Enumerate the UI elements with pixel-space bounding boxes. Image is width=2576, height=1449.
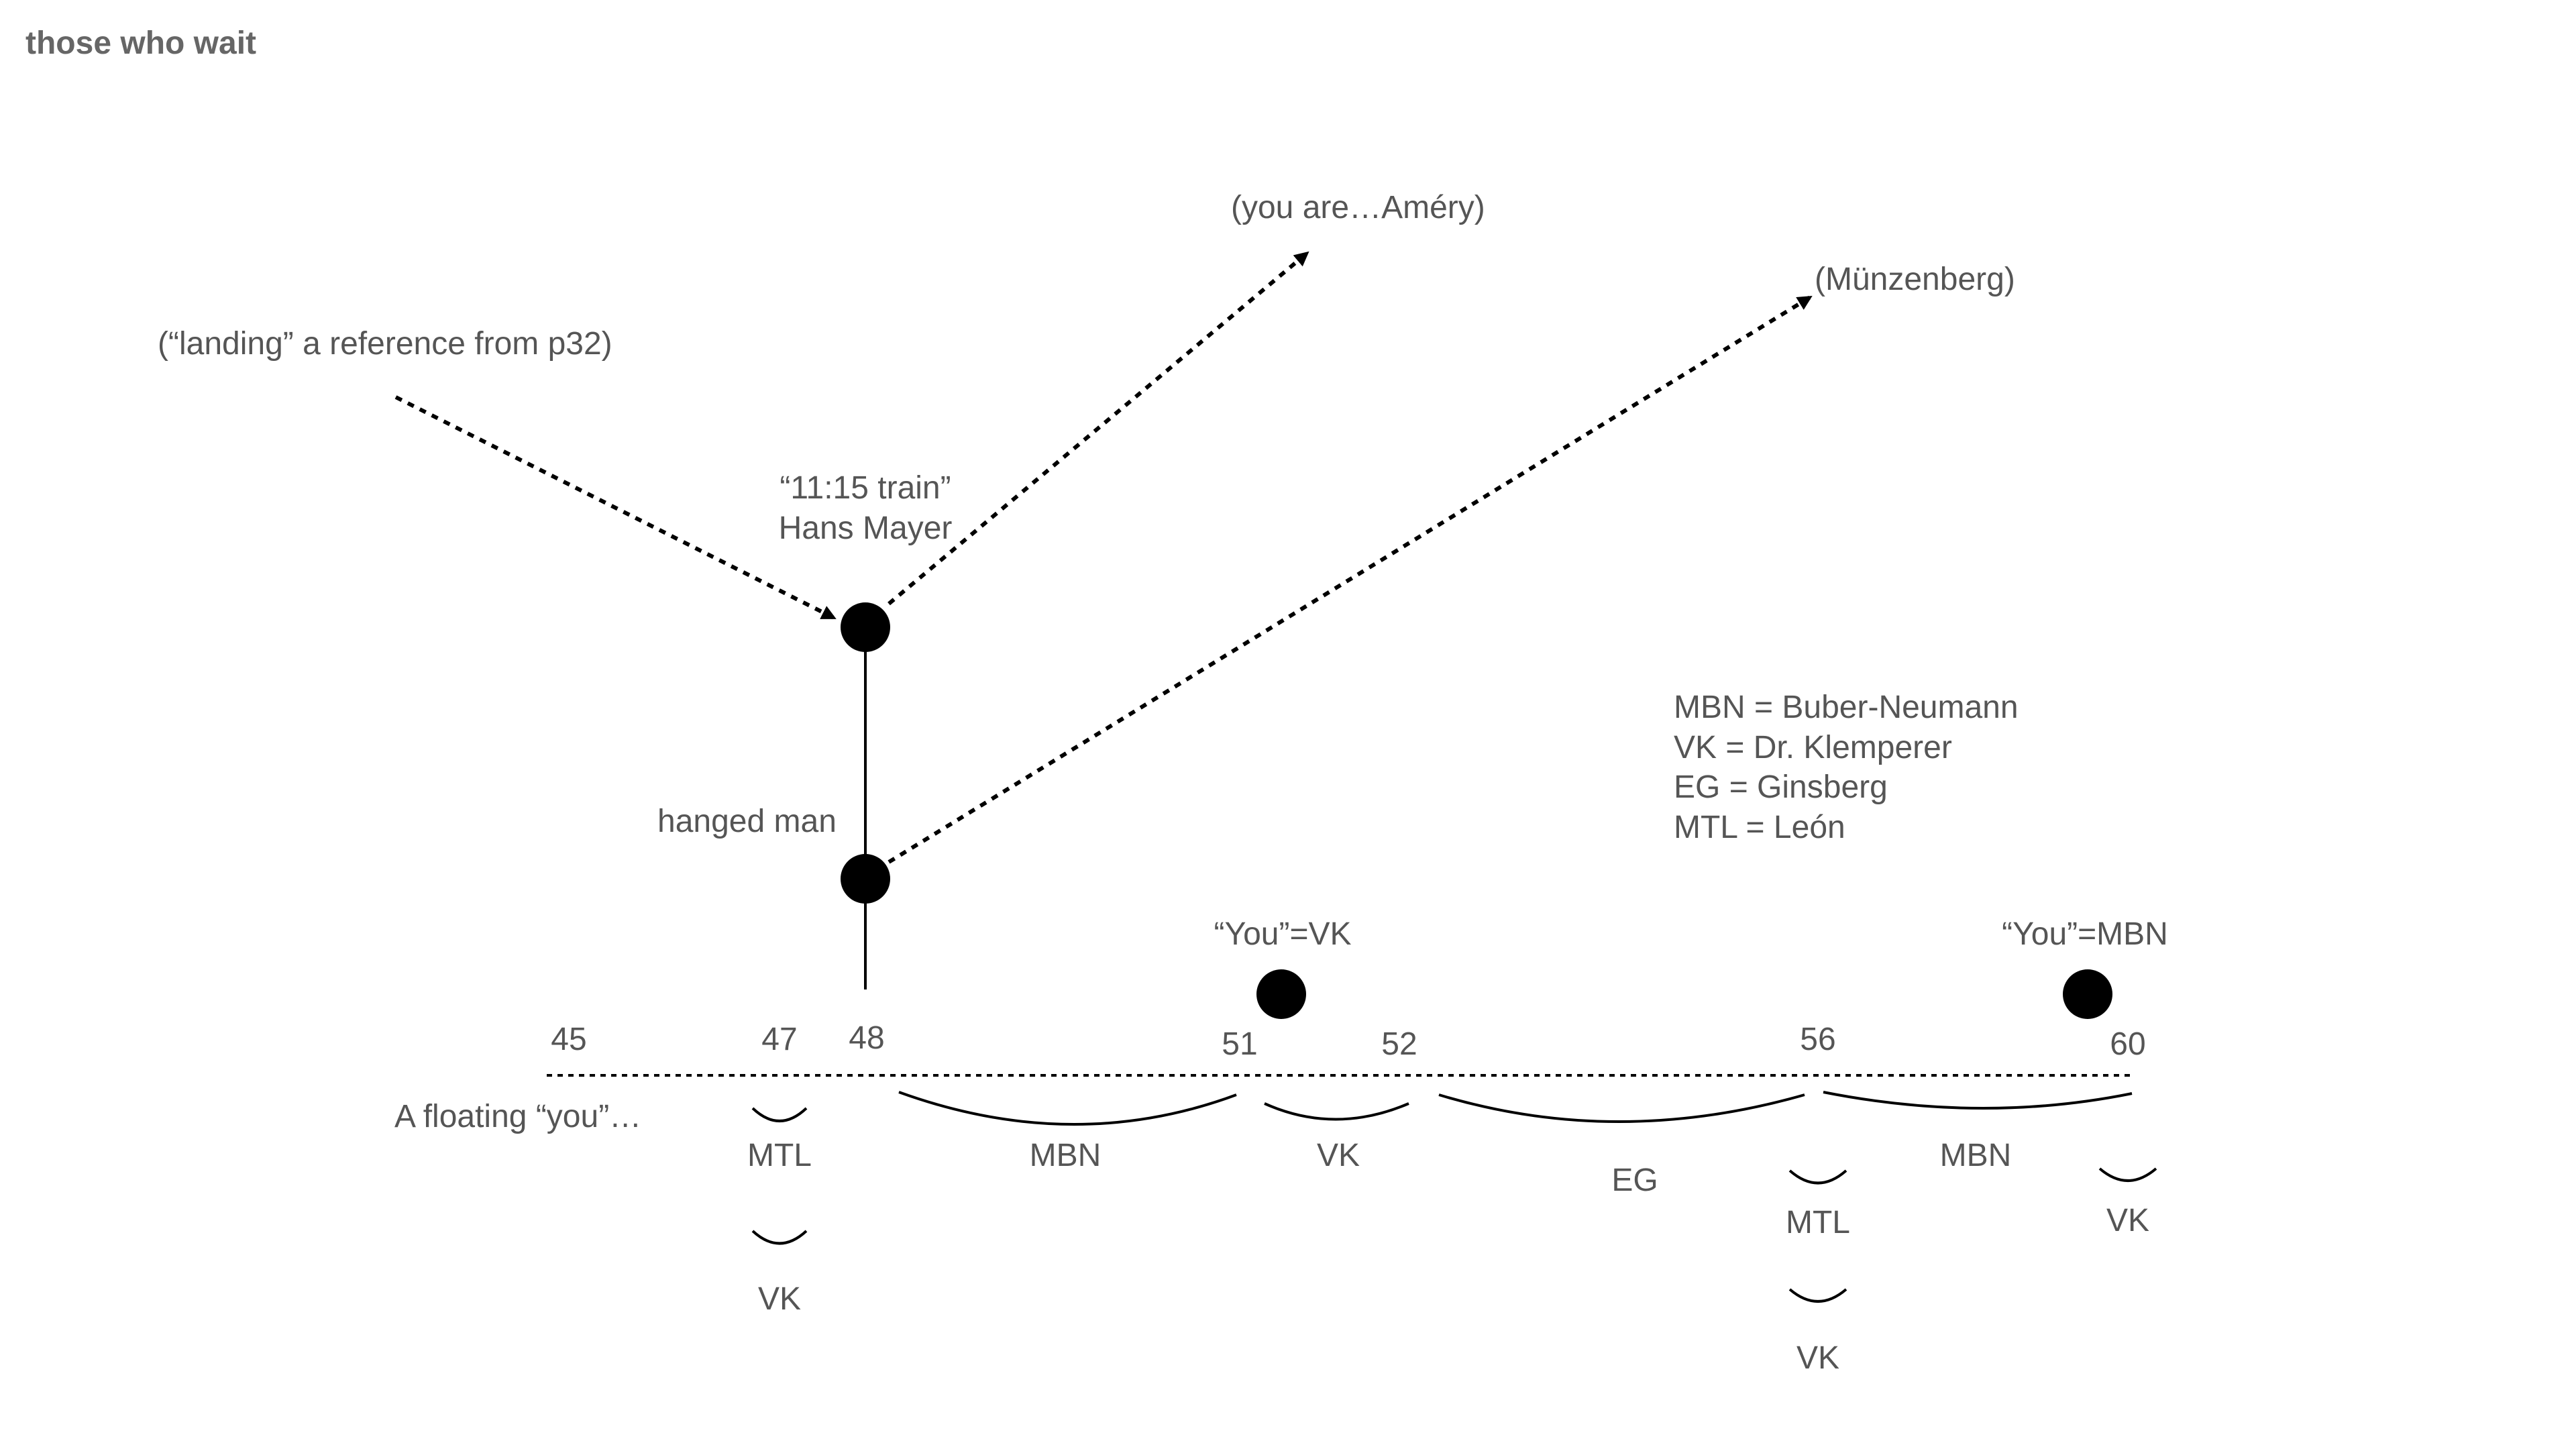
you-mbn-node xyxy=(2063,969,2112,1019)
landing-reference-label: (“landing” a reference from p32) xyxy=(158,326,612,362)
page-number-56: 56 xyxy=(1800,1022,1835,1057)
page-number-52: 52 xyxy=(1381,1026,1417,1062)
you-vk-label: “You”=VK xyxy=(1214,916,1351,952)
you-vk-node xyxy=(1256,969,1306,1019)
hanged-man-node xyxy=(841,854,890,904)
brace-label-vk-47: VK xyxy=(758,1281,801,1317)
brace-label-vk-51-52: VK xyxy=(1317,1138,1360,1173)
brace-label-mbn-56-60: MBN xyxy=(1940,1138,2012,1173)
legend-item: MTL = León xyxy=(1674,810,1845,845)
brace-mtl-47 xyxy=(751,1107,808,1122)
page-number-47: 47 xyxy=(761,1022,797,1057)
page-number-60: 60 xyxy=(2110,1026,2145,1062)
page-title: those who wait xyxy=(25,25,256,61)
legend-item: VK = Dr. Klemperer xyxy=(1674,730,1952,765)
munzenberg-arrow xyxy=(888,294,1813,864)
brace-vk-47 xyxy=(751,1230,808,1245)
landing-arrow xyxy=(394,395,837,621)
floating-you-label: A floating “you”… xyxy=(394,1099,641,1134)
brace-label-eg-52-56: EG xyxy=(1611,1163,1658,1198)
brace-mtl-56 xyxy=(1788,1169,1847,1185)
legend-item: MBN = Buber-Neumann xyxy=(1674,690,2019,725)
train-node-label-line2: Hans Mayer xyxy=(779,511,953,546)
amery-arrow xyxy=(888,250,1309,606)
brace-label-mtl-47: MTL xyxy=(747,1138,812,1173)
munzenberg-reference-label: (Münzenberg) xyxy=(1815,262,2015,297)
page-number-51: 51 xyxy=(1222,1026,1257,1062)
hanged-man-label: hanged man xyxy=(657,804,837,839)
page-number-48: 48 xyxy=(849,1020,884,1056)
page-number-45: 45 xyxy=(551,1022,586,1057)
brace-label-mbn-48-51: MBN xyxy=(1030,1138,1102,1173)
you-mbn-label: “You”=MBN xyxy=(2002,916,2168,952)
brace-vk-51-52 xyxy=(1264,1102,1409,1121)
brace-vk-60 xyxy=(2098,1167,2157,1182)
train-node-label-line1: “11:15 train” xyxy=(780,470,951,506)
amery-reference-label: (you are…Améry) xyxy=(1231,190,1485,225)
brace-label-vk-60: VK xyxy=(2106,1203,2149,1238)
brace-mbn-48-51 xyxy=(898,1091,1237,1126)
legend-item: EG = Ginsberg xyxy=(1674,769,1888,805)
brace-vk-56 xyxy=(1788,1288,1847,1303)
train-node xyxy=(841,602,890,652)
brace-label-vk-56: VK xyxy=(1796,1340,1839,1376)
brace-label-mtl-56: MTL xyxy=(1786,1205,1850,1240)
brace-eg-52-56 xyxy=(1438,1093,1805,1123)
brace-mbn-56-60 xyxy=(1823,1091,2133,1110)
